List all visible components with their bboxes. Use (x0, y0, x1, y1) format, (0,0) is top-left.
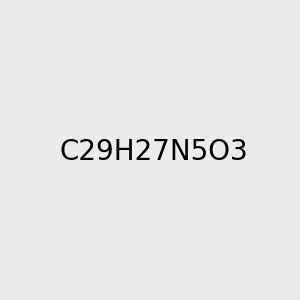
Text: C29H27N5O3: C29H27N5O3 (59, 137, 248, 166)
